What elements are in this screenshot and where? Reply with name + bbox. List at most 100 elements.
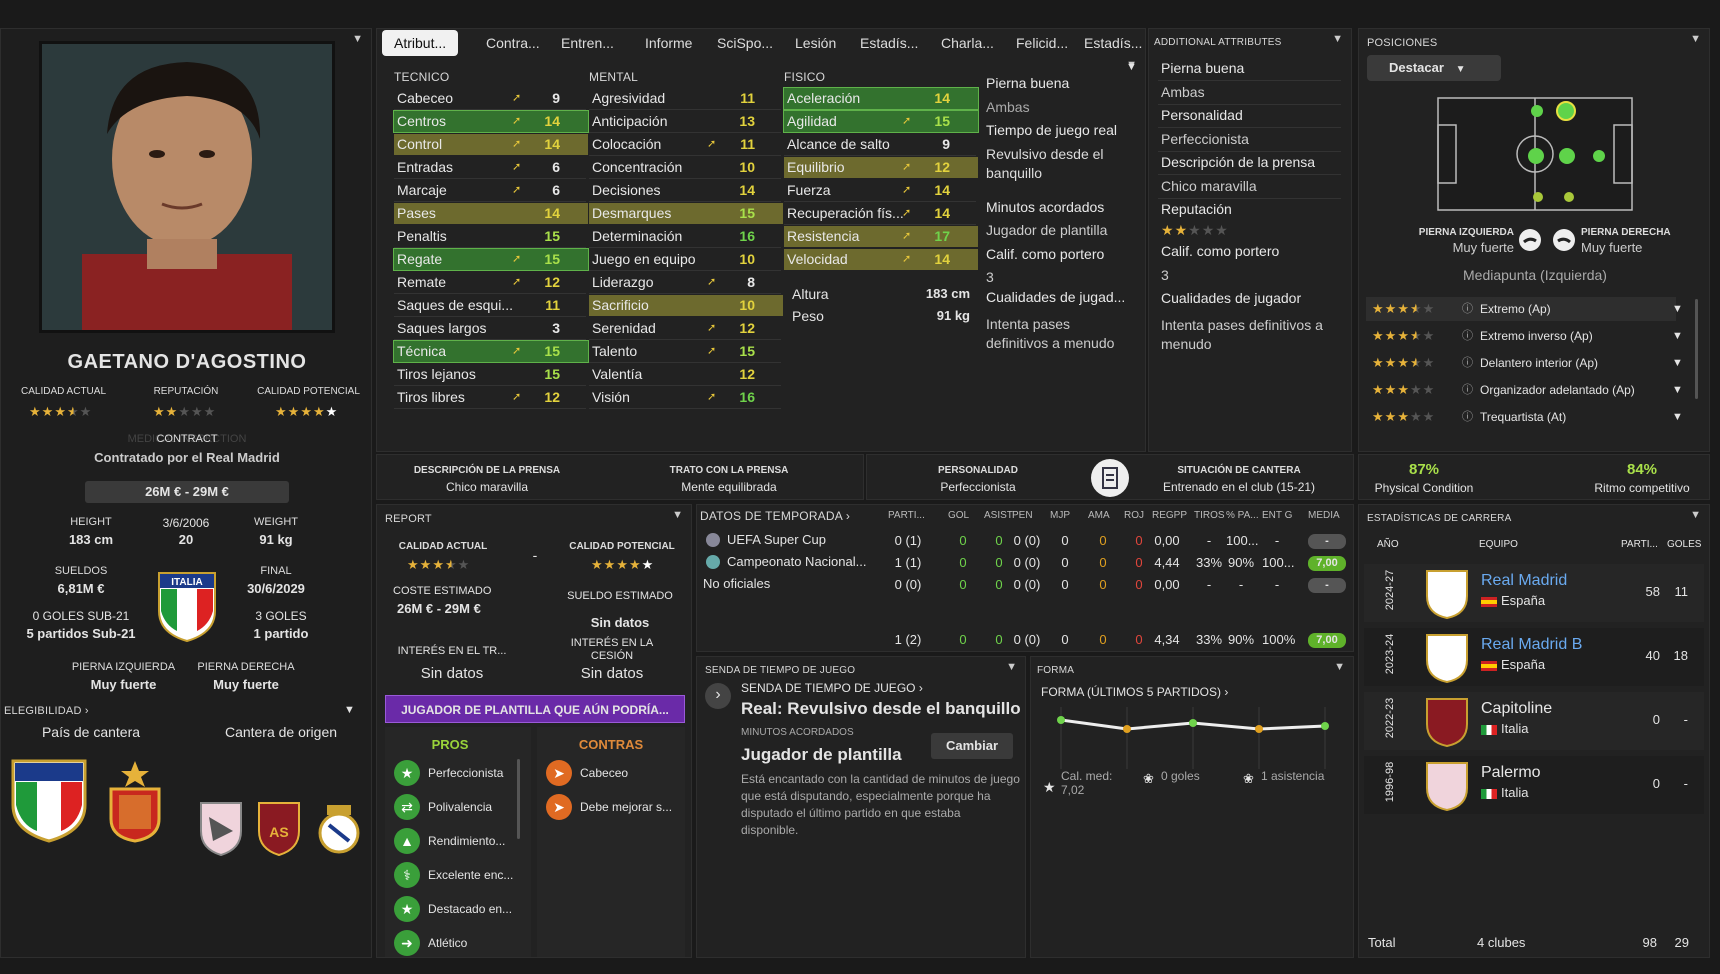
tab-4[interactable]: SciSpo...	[717, 35, 774, 51]
chevron-down-icon[interactable]: ▼	[1672, 384, 1683, 396]
position-name: Mediapunta (Izquierda)	[1463, 267, 1607, 283]
info-icon[interactable]: ⓘ	[1462, 303, 1473, 315]
club-name[interactable]: Real Madrid B	[1481, 636, 1583, 653]
attribute-name: Cabeceo	[397, 90, 454, 106]
info-icon[interactable]: ⓘ	[1462, 357, 1473, 369]
row-divider	[589, 408, 781, 409]
press-trato-value: Mente equilibrada	[681, 480, 777, 494]
personality-panel: PERSONALIDAD Perfeccionista SITUACIÓN DE…	[866, 454, 1354, 500]
tab-6[interactable]: Estadís...	[860, 35, 919, 51]
attribute-name: Tiros libres	[397, 389, 465, 405]
col-team: EQUIPO	[1479, 539, 1518, 550]
position-dot[interactable]	[1593, 150, 1605, 162]
tab-8[interactable]: Felicid...	[1016, 35, 1069, 51]
club-crest	[1424, 568, 1470, 623]
chevron-down-icon[interactable]: ▼	[1332, 33, 1343, 45]
club-country: España	[1501, 657, 1546, 672]
eligibility-header[interactable]: ELEGIBILIDAD ›	[4, 705, 89, 717]
interes-ces-value: Sin datos	[580, 665, 644, 682]
position-dot[interactable]	[1559, 148, 1575, 164]
info-icon[interactable]: ⓘ	[1462, 384, 1473, 396]
row-divider	[394, 408, 586, 409]
position-dot-selected[interactable]	[1556, 101, 1576, 121]
peso-value: 91 kg	[936, 308, 970, 323]
press-desc-label: DESCRIPCIÓN DE LA PRENSA	[413, 465, 561, 476]
competition-name[interactable]: UEFA Super Cup	[727, 532, 826, 547]
competition-name[interactable]: Campeonato Nacional...	[727, 554, 867, 569]
highlight-dropdown[interactable]: Destacar ▼	[1367, 55, 1501, 81]
attribute-name: Remate	[397, 274, 447, 290]
rating-pill: 7,00	[1308, 556, 1346, 571]
attribute-row: Remate ➚ 12	[394, 272, 588, 293]
chevron-down-icon[interactable]: ▼	[352, 33, 363, 45]
attribute-row: Equilibrio ➚ 12	[784, 157, 978, 178]
pro-icon: ⚕	[394, 862, 420, 888]
tab-2[interactable]: Entren...	[561, 35, 614, 51]
tecnico-header: TECNICO	[394, 70, 450, 84]
chevron-right-icon[interactable]: ›	[705, 683, 731, 709]
chevron-down-icon[interactable]: ▼	[1126, 61, 1137, 73]
tab-7[interactable]: Charla...	[941, 35, 994, 51]
season-title[interactable]: DATOS DE TEMPORADA ›	[700, 509, 851, 523]
chevron-down-icon[interactable]: ▼	[672, 509, 683, 521]
chevron-down-icon[interactable]: ▼	[344, 704, 355, 716]
chevron-down-icon[interactable]: ▼	[1006, 661, 1017, 673]
position-dot[interactable]	[1531, 105, 1543, 117]
chevron-down-icon[interactable]: ▼	[1334, 661, 1345, 673]
chevron-down-icon[interactable]: ▼	[1672, 357, 1683, 369]
tab-9[interactable]: Estadís...	[1084, 35, 1143, 51]
row-divider	[394, 178, 586, 179]
roles-scrollbar[interactable]	[1695, 299, 1698, 399]
position-dot[interactable]	[1564, 192, 1574, 202]
pros-scrollbar[interactable]	[517, 759, 520, 839]
attribute-row: Velocidad ➚ 14	[784, 249, 978, 270]
position-dot[interactable]	[1528, 148, 1544, 164]
role-row[interactable]: ★★★★★ ⓘ Delantero interior (Ap) ▼	[1366, 351, 1683, 375]
chevron-down-icon[interactable]: ▼	[1690, 33, 1701, 45]
change-button[interactable]: Cambiar	[931, 733, 1013, 759]
attribute-name: Visión	[592, 389, 630, 405]
side-info-item: Cualidades de jugad...	[986, 289, 1126, 305]
arrow-up-icon: ➚	[707, 138, 717, 150]
chevron-down-icon[interactable]: ▼	[1126, 59, 1137, 71]
weight-value: 91 kg	[259, 532, 293, 547]
rating-pill: -	[1308, 578, 1346, 593]
chevron-down-icon[interactable]: ▼	[1672, 303, 1683, 315]
report-banner[interactable]: JUGADOR DE PLANTILLA QUE AÚN PODRÍA...	[385, 695, 685, 723]
tab-0[interactable]: Atribut...	[382, 30, 459, 56]
right-foot-label: PIERNA DERECHA	[1581, 227, 1671, 238]
info-icon[interactable]: ⓘ	[1462, 411, 1473, 423]
tab-3[interactable]: Informe	[645, 35, 693, 51]
career-goals: 18	[1673, 648, 1688, 663]
tab-1[interactable]: Contra...	[486, 35, 540, 51]
pro-icon: ▲	[394, 828, 420, 854]
form-point	[1255, 725, 1263, 733]
chevron-down-icon[interactable]: ▼	[1690, 509, 1701, 521]
chevron-down-icon[interactable]: ▼	[1672, 411, 1683, 423]
info-icon[interactable]: ⓘ	[1462, 330, 1473, 342]
form-sub[interactable]: FORMA (ÚLTIMOS 5 PARTIDOS) ›	[1041, 685, 1229, 699]
role-row[interactable]: ★★★★★ ⓘ Organizador adelantado (Ap) ▼	[1366, 378, 1683, 402]
chevron-down-icon[interactable]: ▼	[1672, 330, 1683, 342]
role-row[interactable]: ★★★★★ ⓘ Trequartista (At) ▼	[1366, 405, 1683, 429]
attribute-name: Liderazgo	[592, 274, 654, 290]
pro-icon: ⇄	[394, 794, 420, 820]
form-point	[1123, 725, 1131, 733]
club-name[interactable]: Real Madrid	[1481, 572, 1568, 589]
competition-name[interactable]: No oficiales	[703, 576, 771, 591]
form-point	[1321, 722, 1329, 730]
role-row[interactable]: ★★★★★ ⓘ Extremo inverso (Ap) ▼	[1366, 324, 1683, 348]
role-name: Organizador adelantado (Ap)	[1480, 383, 1635, 397]
pro-icon: ★	[394, 760, 420, 786]
position-dot[interactable]	[1533, 192, 1543, 202]
competition-icon	[706, 533, 720, 547]
attribute-row: Saques largos 3	[394, 318, 588, 339]
attribute-row: Penaltis 15	[394, 226, 588, 247]
tab-5[interactable]: Lesión	[795, 35, 837, 51]
attribute-value: 11	[545, 297, 560, 313]
additional-item: Personalidad	[1161, 107, 1243, 123]
pro-item: Excelente enc...	[428, 868, 514, 882]
playtime-sub[interactable]: SENDA DE TIEMPO DE JUEGO ›	[741, 681, 923, 695]
season-cell: 0 (0)	[1013, 555, 1041, 570]
role-row[interactable]: ★★★★★ ⓘ Extremo (Ap) ▼	[1366, 297, 1683, 321]
